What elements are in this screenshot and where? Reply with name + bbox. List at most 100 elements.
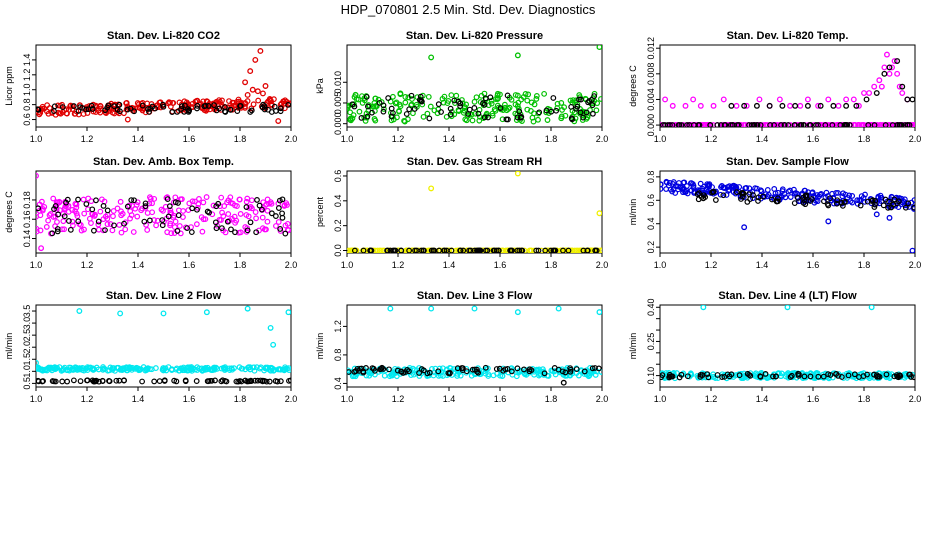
data-point xyxy=(365,103,371,110)
data-point xyxy=(596,309,602,316)
data-point xyxy=(80,196,87,203)
data-point xyxy=(571,109,578,116)
data-point xyxy=(446,370,453,377)
x-tick-label: 1.2 xyxy=(81,394,94,404)
data-point xyxy=(518,114,525,120)
data-point xyxy=(160,101,166,108)
data-point xyxy=(856,374,862,380)
data-point xyxy=(212,377,218,384)
series-black xyxy=(36,101,291,115)
data-point xyxy=(474,366,480,373)
data-point xyxy=(787,194,794,200)
data-point xyxy=(782,194,789,201)
data-point xyxy=(766,102,773,109)
y-axis-label: Licor ppm xyxy=(4,66,14,106)
data-point xyxy=(406,106,413,113)
data-point xyxy=(884,51,890,58)
y-tick-label: 0.0 xyxy=(333,244,343,257)
data-point xyxy=(426,369,433,376)
data-point xyxy=(51,103,58,110)
data-point xyxy=(514,114,521,121)
x-tick-label: 1.4 xyxy=(443,134,456,144)
data-point xyxy=(899,83,906,90)
data-point xyxy=(124,106,131,113)
data-point xyxy=(217,98,223,105)
data-point xyxy=(261,106,268,113)
data-point xyxy=(497,372,504,379)
data-point xyxy=(54,228,61,235)
panel-2: Stan. Dev. Li-820 Pressure 1.0 1.2 1.4 1.6 1.… xyxy=(315,30,608,144)
data-point xyxy=(844,122,851,127)
data-point xyxy=(834,197,841,204)
data-point xyxy=(468,111,475,118)
data-point xyxy=(349,101,356,108)
y-tick-label: 1.2 xyxy=(22,69,32,82)
data-point xyxy=(460,247,467,253)
data-point xyxy=(151,378,158,385)
data-point xyxy=(56,198,63,205)
data-point xyxy=(236,364,243,371)
data-point xyxy=(232,229,238,236)
data-point xyxy=(149,200,155,207)
y-tick-label: 0.008 xyxy=(646,63,656,86)
data-point xyxy=(533,96,540,102)
panel-7: Stan. Dev. Line 2 Flow 1.0 1.2 1.4 1.6 1.8 2.0… xyxy=(4,290,297,404)
data-point xyxy=(697,102,704,109)
data-point xyxy=(363,372,370,379)
data-point xyxy=(585,99,591,106)
data-point xyxy=(881,70,888,77)
data-point xyxy=(116,101,123,108)
data-point xyxy=(224,218,231,225)
data-point xyxy=(670,179,677,185)
x-tick-label: 1.4 xyxy=(132,134,145,144)
data-point xyxy=(49,378,56,384)
data-point xyxy=(744,199,751,205)
data-point xyxy=(665,182,672,189)
data-point xyxy=(147,366,153,372)
data-point xyxy=(778,370,785,377)
data-point xyxy=(398,247,405,253)
data-point xyxy=(180,208,187,214)
data-point xyxy=(586,98,593,104)
data-point xyxy=(63,110,70,117)
data-point xyxy=(234,98,240,105)
x-tick-label: 1.4 xyxy=(756,134,769,144)
data-point xyxy=(776,96,783,103)
points-layer xyxy=(347,171,602,253)
data-point xyxy=(911,204,915,211)
data-point xyxy=(275,118,282,124)
panel-title: Stan. Dev. Amb. Box Temp. xyxy=(93,156,234,168)
x-tick-label: 1.0 xyxy=(30,394,43,404)
data-point xyxy=(800,122,807,127)
x-tick-label: 1.6 xyxy=(494,394,507,404)
data-point xyxy=(348,117,354,124)
x-tick-label: 1.0 xyxy=(654,394,667,404)
data-point xyxy=(118,212,125,219)
data-point xyxy=(707,122,714,127)
panel-title: Stan. Dev. Li-820 Temp. xyxy=(727,30,849,42)
data-point xyxy=(130,229,137,235)
data-point xyxy=(95,218,102,225)
data-point xyxy=(371,116,378,122)
data-point xyxy=(277,108,284,115)
data-point xyxy=(536,109,543,116)
data-point xyxy=(218,217,224,223)
data-point xyxy=(376,99,383,106)
data-point xyxy=(904,122,911,127)
data-point xyxy=(730,189,737,196)
data-point xyxy=(220,364,227,371)
data-point xyxy=(43,224,50,230)
data-point xyxy=(194,206,200,213)
data-point xyxy=(481,114,488,121)
data-point xyxy=(573,366,580,373)
data-point xyxy=(678,122,685,127)
data-point xyxy=(110,365,117,372)
data-point xyxy=(797,102,804,109)
data-point xyxy=(184,225,191,232)
data-point xyxy=(490,372,497,379)
data-point xyxy=(762,371,769,377)
data-point xyxy=(50,365,57,371)
x-tick-label: 1.6 xyxy=(183,134,196,144)
data-point xyxy=(425,93,432,100)
